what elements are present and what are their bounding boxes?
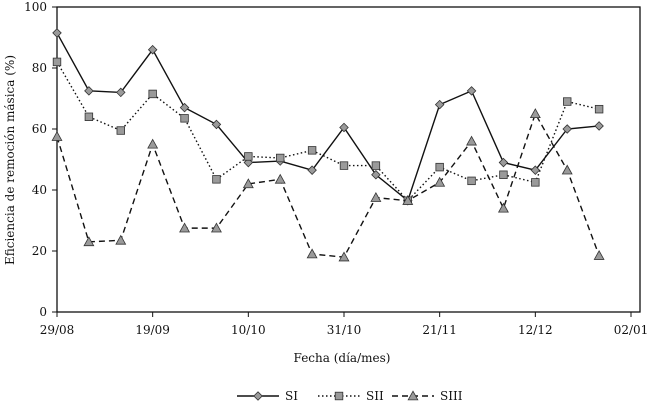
series-line-siii xyxy=(56,112,600,258)
data-point-si xyxy=(594,121,604,131)
legend-label-sii: SII xyxy=(366,389,384,401)
data-point-si xyxy=(466,86,477,96)
data-point-sii xyxy=(563,97,572,106)
data-point-sii xyxy=(244,152,253,161)
data-point-siii xyxy=(529,108,541,118)
x-tick-label: 29/08 xyxy=(40,323,75,337)
data-point-sii xyxy=(84,112,94,121)
data-point-sii xyxy=(180,114,189,123)
y-tick-label: 20 xyxy=(32,244,47,258)
y-tick-label: 0 xyxy=(39,305,47,319)
data-point-siii xyxy=(210,222,222,233)
data-point-si xyxy=(371,169,381,180)
data-point-sii xyxy=(499,170,508,179)
data-point-siii xyxy=(338,251,350,262)
data-point-sii xyxy=(339,161,349,170)
data-point-si xyxy=(498,157,509,168)
x-tick-label: 10/10 xyxy=(231,323,266,337)
legend-label-siii: SIII xyxy=(440,389,463,401)
legend-marker-sii xyxy=(334,391,344,401)
x-tick-label: 31/10 xyxy=(327,323,362,337)
data-point-siii xyxy=(147,138,159,149)
legend-item-si: SI xyxy=(237,389,298,403)
legend-item-siii: SIII xyxy=(392,389,463,403)
data-point-siii xyxy=(306,248,318,259)
data-point-si xyxy=(116,87,126,98)
series-line-si xyxy=(56,32,600,202)
x-tick-label: 02/01 xyxy=(614,323,649,337)
x-tick-label: 12/12 xyxy=(518,323,553,337)
data-point-si xyxy=(84,86,94,96)
y-tick-label: 60 xyxy=(32,122,47,136)
data-point-siii xyxy=(497,202,509,213)
data-point-si xyxy=(307,165,317,175)
data-point-sii xyxy=(148,89,157,99)
y-tick-label: 80 xyxy=(32,61,47,75)
data-point-sii xyxy=(467,176,476,186)
data-point-sii xyxy=(435,162,444,172)
data-point-sii xyxy=(212,175,221,184)
data-point-siii xyxy=(179,222,191,233)
data-point-siii xyxy=(593,249,605,260)
data-point-si xyxy=(434,99,445,110)
data-point-sii xyxy=(116,126,125,135)
data-point-sii xyxy=(307,146,317,155)
data-point-siii xyxy=(466,135,478,146)
data-point-siii xyxy=(370,192,382,202)
data-point-si xyxy=(179,102,190,113)
data-point-sii xyxy=(371,161,381,170)
y-tick-label: 100 xyxy=(24,0,47,14)
data-point-si xyxy=(52,28,62,38)
series-line-sii xyxy=(56,61,600,202)
y-tick-label: 40 xyxy=(32,183,47,197)
legend-label-si: SI xyxy=(285,389,298,401)
data-point-siii xyxy=(115,234,127,245)
data-point-siii xyxy=(402,195,414,205)
legend-marker-siii xyxy=(407,390,419,401)
series-sii xyxy=(52,57,604,205)
x-tick-label: 21/11 xyxy=(422,323,457,337)
data-point-si xyxy=(562,124,572,134)
legend-marker-si xyxy=(253,391,263,401)
data-point-sii xyxy=(276,153,285,163)
data-point-siii xyxy=(242,178,254,189)
x-tick-label: 19/09 xyxy=(135,323,170,337)
data-point-sii xyxy=(594,104,604,114)
plot-frame xyxy=(56,6,641,313)
data-point-siii xyxy=(434,176,446,187)
data-point-siii xyxy=(51,131,63,141)
legend-item-sii: SII xyxy=(318,389,384,403)
data-point-si xyxy=(211,119,222,130)
data-point-sii xyxy=(52,57,62,67)
data-point-si xyxy=(147,44,158,55)
data-point-siii xyxy=(561,164,573,175)
y-axis-title: Eficiencia de remoción másica (%) xyxy=(3,55,17,265)
data-point-siii xyxy=(274,173,286,184)
series-si xyxy=(52,28,604,206)
x-axis-title: Fecha (día/mes) xyxy=(294,351,391,365)
data-point-si xyxy=(530,165,541,175)
data-point-sii xyxy=(531,178,540,187)
series-siii xyxy=(51,108,605,262)
data-point-si xyxy=(339,122,349,133)
data-point-siii xyxy=(83,236,95,247)
